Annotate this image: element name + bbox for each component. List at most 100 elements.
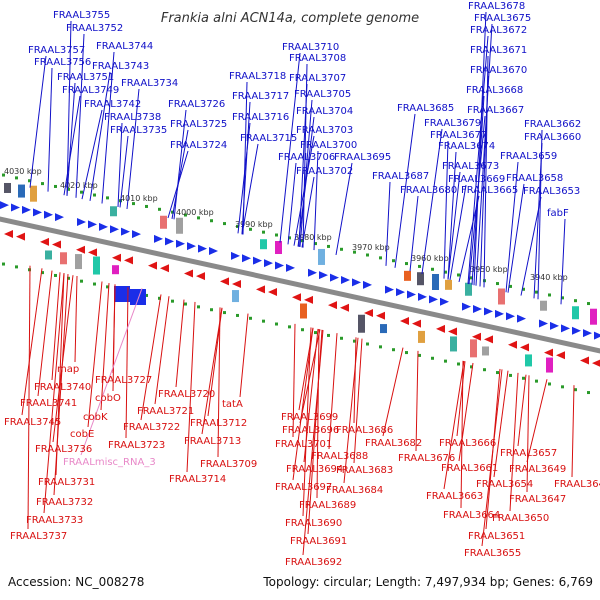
ruler-tick [80, 279, 83, 283]
gene-leader-line [154, 296, 170, 405]
forward-gene-label: FRAAL3662 [524, 119, 581, 130]
gene-leader-line [443, 140, 449, 279]
gene-leader-line [382, 347, 404, 437]
forward-gene-label: FRAAL3742 [84, 99, 141, 110]
reverse-gene-label: FRAAL3720 [158, 389, 215, 400]
reverse-gene-arrow [76, 245, 85, 254]
gene-leader-line [385, 181, 391, 266]
feature-block [18, 184, 25, 198]
genome-summary: Topology: circular; Length: 7,497,934 bp… [262, 575, 593, 589]
forward-gene-arrow [0, 201, 9, 210]
forward-gene-label: fabF [547, 208, 569, 219]
ruler-tick [470, 365, 473, 369]
forward-gene-arrow [110, 225, 119, 234]
gene-leader-line [447, 151, 457, 280]
reverse-gene-arrow [472, 332, 481, 341]
reverse-gene-arrow [592, 359, 600, 367]
forward-gene-label: FRAAL3671 [470, 45, 527, 56]
forward-gene-arrow [330, 273, 339, 282]
gene-leader-line [53, 274, 69, 496]
forward-gene-label: FRAAL3744 [96, 41, 153, 52]
reverse-gene-label: FRAAL3723 [108, 440, 165, 451]
ruler-tick [236, 313, 239, 317]
gene-leader-line [75, 33, 85, 198]
reverse-gene-label: FRAAL3691 [290, 536, 347, 547]
reverse-gene-label: FRAAL3692 [285, 557, 342, 568]
reverse-gene-arrow [124, 256, 133, 265]
forward-gene-label: FRAAL3685 [397, 103, 454, 114]
gene-leader-line [460, 360, 464, 509]
gene-leader-line [175, 299, 185, 388]
reverse-gene-label: cobK [83, 412, 108, 423]
reverse-gene-arrow [232, 280, 241, 289]
gene-leader-line [443, 360, 465, 490]
forward-gene-label: FRAAL3700 [300, 140, 357, 151]
gene-leader-line [526, 379, 548, 463]
gene-leader-line [458, 362, 474, 462]
reverse-gene-arrow [436, 324, 445, 333]
forward-gene-label: FRAAL3678 [468, 1, 525, 12]
genome-title: Frankia alni ACN14a, complete genome [161, 11, 419, 26]
gene-leader-line [421, 128, 443, 274]
ruler-tick [145, 204, 148, 208]
ruler-tick [301, 239, 304, 243]
gene-leader-line [299, 99, 313, 248]
ruler-tick [171, 210, 174, 214]
reverse-gene-label: FRAAL3731 [38, 477, 95, 488]
ruler-tick [340, 247, 343, 251]
feature-block [418, 330, 425, 343]
ruler-tick [327, 333, 330, 337]
ruler-tick [470, 276, 473, 280]
gene-leader-line [468, 115, 486, 285]
reverse-gene-label: FRAAL3736 [35, 444, 92, 455]
ruler-tick [249, 316, 252, 320]
forward-gene-arrow [572, 326, 581, 335]
reverse-gene-label: FRAAL3733 [26, 515, 83, 526]
feature-block [114, 286, 130, 302]
forward-gene-arrow [275, 261, 284, 270]
feature-tracks [0, 182, 600, 373]
reverse-gene-label: FRAAL3654 [476, 479, 533, 490]
ruler-tick [262, 319, 265, 323]
forward-gene-label: FRAAL3725 [170, 119, 227, 130]
gene-leader-line [167, 150, 189, 219]
reverse-gene-label: FRAAL3657 [500, 448, 557, 459]
gene-leader-line [353, 338, 363, 464]
ruler-tick [15, 176, 18, 180]
forward-gene-arrow [341, 276, 350, 285]
reverse-gene-label: FRAAL3650 [492, 513, 549, 524]
gene-leader-line [509, 372, 519, 512]
forward-gene-label: FRAAL3755 [53, 10, 110, 21]
feature-block [465, 282, 472, 296]
gene-leader-line [63, 95, 81, 196]
feature-block [30, 185, 37, 202]
gene-leader-line [279, 52, 301, 243]
reverse-gene-label: tatA [222, 399, 243, 410]
reverse-gene-arrow [196, 272, 205, 281]
feature-block [432, 273, 439, 290]
feature-block [417, 272, 424, 286]
reverse-gene-label: FRAAL3713 [184, 436, 241, 447]
feature-block [380, 324, 387, 334]
reverse-gene-arrow [556, 351, 565, 360]
forward-gene-label: FRAAL3702 [296, 166, 353, 177]
forward-gene-arrow [407, 290, 416, 299]
rna-gene-label: FRAALmisc_RNA_3 [63, 457, 156, 468]
gene-leader-line [467, 35, 489, 284]
reverse-gene-label: FRAAL3709 [200, 459, 257, 470]
ruler-tick [28, 179, 31, 183]
reverse-gene-arrow [184, 269, 193, 278]
ruler-tick [210, 308, 213, 312]
forward-gene-label: FRAAL3756 [34, 57, 91, 68]
forward-gene-arrow [198, 244, 207, 253]
gene-leader-line [447, 171, 461, 280]
forward-gene-arrow [11, 203, 20, 212]
reverse-gene-label: FRAAL3690 [285, 518, 342, 529]
reverse-gene-label: FRAAL3640 [554, 479, 600, 490]
ruler-tick [496, 371, 499, 375]
feature-block [93, 256, 100, 275]
forward-gene-arrow [550, 321, 559, 330]
forward-gene-label: FRAAL3658 [506, 173, 563, 184]
ruler-label: 3990 kbp [235, 220, 273, 229]
forward-gene-label: FRAAL3660 [524, 132, 581, 143]
